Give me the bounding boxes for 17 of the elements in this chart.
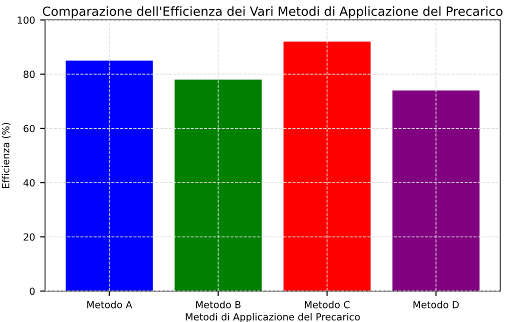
x-tick-label: Metodo C [304,300,350,308]
y-tick-label: 20 [24,233,35,241]
x-tick-label: Metodo D [414,300,459,308]
bar [284,42,371,292]
y-axis-title: Efficienza (%) [2,122,10,188]
bar [392,90,480,292]
y-tick-label: 80 [24,70,35,78]
y-tick-label: 100 [18,16,35,24]
bar [174,80,262,292]
y-tick-label: 0 [30,288,35,295]
x-axis-title: Metodi di Applicazione del Precarico [186,312,360,322]
x-tick-label: Metodo B [196,300,241,308]
chart-title: Comparazione dell'Efficienza dei Vari Metodi di Applicazione del Precarico [42,6,502,18]
y-tick-label: 40 [23,179,35,186]
bar [66,60,153,292]
x-tick-label: Metodo A [87,300,132,308]
y-tick-label: 60 [24,124,35,132]
